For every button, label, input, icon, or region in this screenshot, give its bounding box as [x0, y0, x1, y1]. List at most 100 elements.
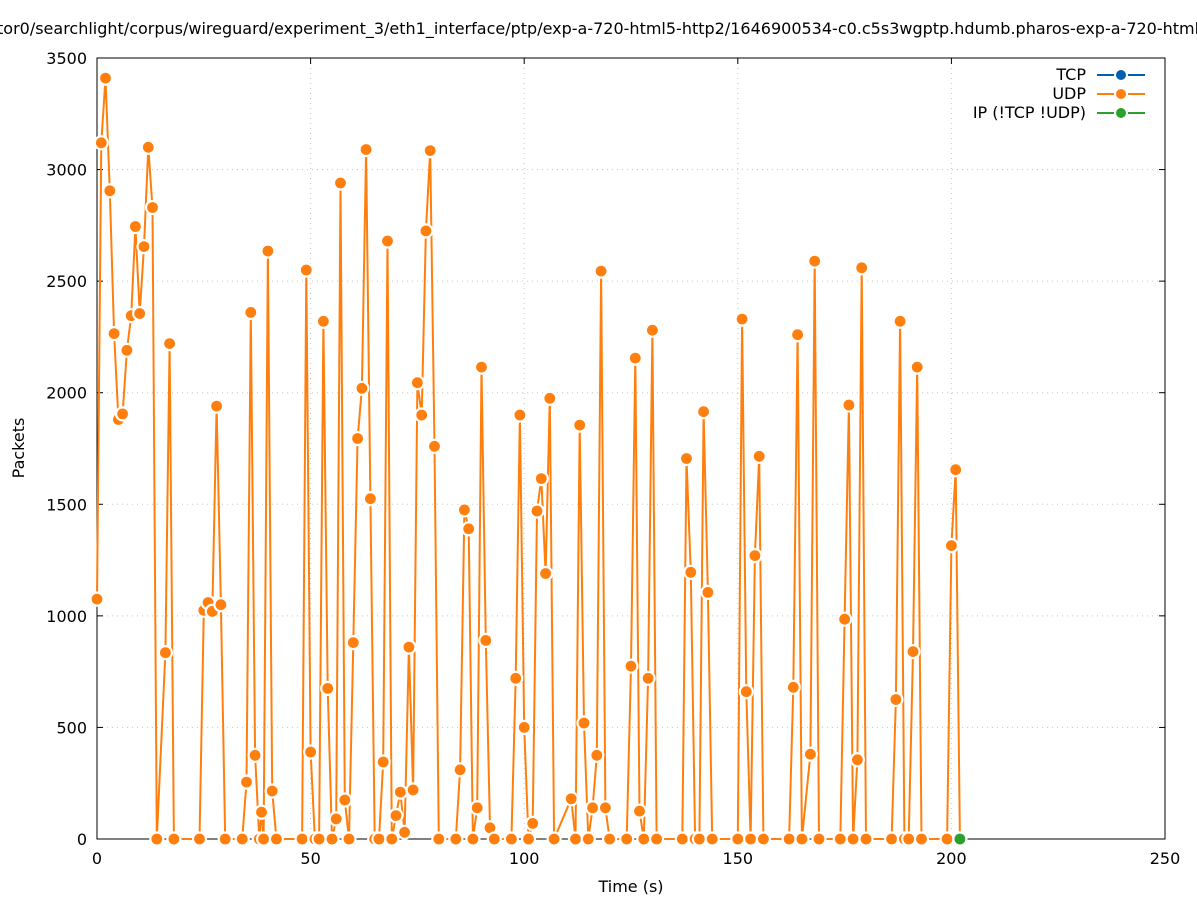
data-point: [268, 831, 284, 847]
data-point: [426, 438, 443, 454]
data-point: [913, 831, 930, 847]
data-point: [905, 643, 921, 660]
data-point: [888, 691, 904, 708]
data-point: [952, 831, 968, 847]
data-point: [811, 831, 827, 847]
data-point: [298, 262, 314, 278]
data-point: [422, 143, 438, 159]
data-point: [807, 253, 823, 269]
data-point: [674, 831, 690, 847]
data-point: [742, 831, 759, 847]
data-point: [397, 824, 413, 840]
data-point: [678, 450, 695, 467]
data-point: [939, 831, 955, 847]
data-point: [260, 243, 276, 259]
data-point: [114, 406, 131, 422]
y-tick-label: 3500: [46, 49, 87, 68]
data-point: [119, 342, 135, 358]
data-point: [802, 746, 819, 762]
data-point: [431, 831, 447, 847]
data-point: [836, 611, 853, 627]
data-point: [166, 831, 182, 847]
y-tick-label: 2500: [46, 272, 87, 291]
data-point: [695, 404, 712, 420]
data-point: [734, 311, 750, 327]
data-point: [849, 752, 866, 768]
legend-label: UDP: [1052, 84, 1086, 103]
legend-marker: [1114, 106, 1128, 120]
data-point: [461, 521, 477, 537]
data-point: [341, 831, 357, 847]
series-line-udp: [96, 77, 961, 840]
legend-marker: [1114, 68, 1128, 82]
data-point: [303, 744, 319, 760]
series-ip-tcp-udp: [952, 831, 968, 847]
data-point: [747, 547, 763, 564]
x-tick-label: 200: [936, 849, 967, 868]
data-point: [452, 762, 468, 778]
data-point: [337, 792, 353, 808]
ticks: 0 50 100 150 200 2500500100015002000250030003…: [46, 49, 1180, 868]
data-point: [529, 503, 545, 519]
x-tick-label: 50: [300, 849, 320, 868]
data-point: [486, 831, 502, 847]
y-tick-label: 2000: [46, 384, 87, 403]
data-point: [97, 70, 114, 86]
data-point: [136, 239, 152, 255]
data-point: [948, 462, 964, 478]
x-tick-label: 100: [509, 849, 540, 868]
chart-title: tor0/searchlight/corpus/wireguard/experi…: [0, 19, 1197, 39]
data-point: [315, 313, 331, 329]
x-tick-label: 0: [92, 849, 102, 868]
data-point: [943, 537, 960, 554]
data-point: [354, 380, 370, 396]
data-point: [516, 719, 532, 736]
data-point: [405, 782, 421, 798]
data-point: [512, 407, 528, 423]
data-point: [418, 223, 434, 239]
data-point: [508, 670, 524, 686]
data-point: [324, 831, 340, 847]
x-tick-label: 150: [723, 849, 754, 868]
data-point: [409, 375, 425, 391]
y-tick-label: 1500: [46, 495, 87, 514]
grid: [97, 58, 1165, 839]
data-point: [362, 491, 378, 507]
data-point: [132, 305, 148, 322]
data-point: [546, 831, 562, 847]
data-point: [794, 831, 810, 847]
data-point: [456, 502, 472, 518]
data-point: [401, 639, 417, 655]
y-axis-title: Packets: [9, 418, 28, 479]
data-point: [89, 591, 105, 607]
data-point: [384, 831, 400, 847]
data-point: [209, 398, 225, 414]
data-point: [738, 684, 754, 700]
data-point: [253, 804, 270, 820]
data-point: [619, 831, 635, 847]
data-point: [264, 783, 280, 799]
data-point: [704, 831, 720, 847]
data-point: [584, 800, 601, 816]
series-udp: [89, 70, 968, 847]
data-point: [572, 417, 588, 433]
data-point: [328, 811, 344, 827]
data-point: [345, 634, 361, 651]
data-point: [375, 754, 391, 770]
x-tick-label: 250: [1150, 849, 1181, 868]
data-point: [623, 658, 639, 674]
data-point: [648, 831, 665, 847]
series-layer: [89, 70, 968, 847]
data-point: [909, 359, 925, 375]
data-point: [247, 747, 263, 763]
data-point: [144, 199, 161, 216]
data-point: [567, 831, 584, 847]
data-point: [379, 233, 396, 249]
data-point: [149, 831, 165, 847]
data-point: [683, 564, 699, 580]
data-point: [883, 831, 900, 847]
data-point: [789, 327, 806, 343]
legend-marker: [1114, 87, 1128, 101]
